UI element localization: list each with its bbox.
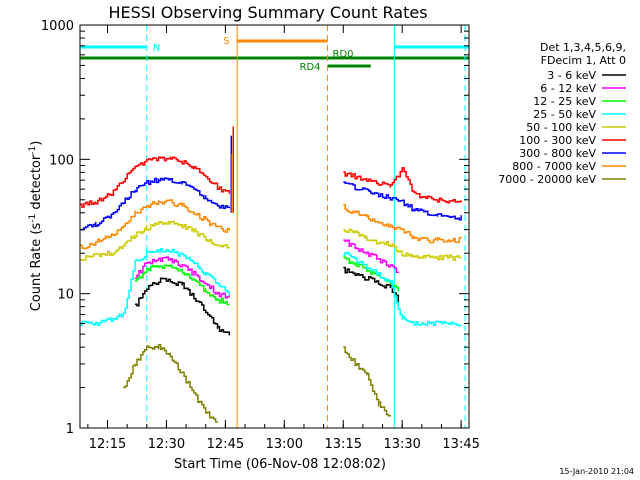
x-axis-label: Start Time (06-Nov-08 12:08:02) — [174, 457, 386, 472]
flag-bars: N S RD0 RD4 — [80, 36, 469, 73]
legend-label-12-25-kev: 12 - 25 keV — [533, 95, 596, 108]
y-axis-ticks: 1 10 100 1000 — [41, 19, 469, 437]
legend-label-3-6-kev: 3 - 6 keV — [547, 69, 596, 82]
series-line-300-800-kev-0 — [80, 177, 231, 231]
series-line-100-300-kev-0 — [80, 156, 231, 208]
chart-title: HESSI Observing Summary Count Rates — [108, 3, 427, 22]
x-tick-label-12-45: 12:45 — [207, 437, 244, 452]
time-markers — [146, 25, 466, 428]
x-tick-label-13-00: 13:00 — [266, 437, 303, 452]
y-tick-label-100: 100 — [49, 153, 74, 168]
series-line-300-800-kev-1 — [343, 181, 462, 221]
legend-label-7000-20000-kev: 7000 - 20000 keV — [498, 173, 596, 186]
series-line-800-7000-kev-0 — [80, 199, 231, 250]
y-tick-label-10: 10 — [57, 288, 74, 303]
data-series — [80, 126, 462, 423]
x-tick-label-13-15: 13:15 — [325, 437, 362, 452]
y-tick-label-1000: 1000 — [41, 19, 74, 34]
series-line-3-6-kev-1 — [343, 266, 400, 302]
x-tick-label-13-30: 13:30 — [383, 437, 420, 452]
series-line-25-50-kev-1 — [343, 251, 462, 327]
series-line-7000-20000-kev-0 — [123, 344, 219, 423]
flag-label-n: N — [153, 43, 160, 54]
series-line-50-100-kev-1 — [343, 228, 462, 261]
flag-label-s: S — [223, 36, 229, 47]
series-line-6-12-kev-1 — [343, 239, 400, 273]
x-axis-ticks: 12:15 12:30 12:45 13:00 13:15 13:30 13:45 — [87, 25, 480, 452]
x-tick-label-12-30: 12:30 — [148, 437, 185, 452]
legend-label-100-300-kev: 100 - 300 keV — [519, 134, 596, 147]
y-axis-label: Count Rate (s-1 detector-1) — [28, 141, 44, 312]
legend: Det 1,3,4,5,6,9, FDecim 1, Att 0 3 - 6 k… — [498, 41, 626, 186]
series-line-12-25-kev-0 — [135, 264, 231, 306]
flag-label-rd0: RD0 — [333, 49, 354, 60]
series-line-6-12-kev-0 — [135, 256, 231, 299]
x-tick-label-13-45: 13:45 — [442, 437, 479, 452]
legend-label-50-100-kev: 50 - 100 keV — [526, 121, 596, 134]
series-line-100-300-kev-1 — [343, 167, 462, 204]
x-tick-label-12-15: 12:15 — [89, 437, 126, 452]
legend-header-line-1: Det 1,3,4,5,6,9, — [540, 41, 626, 54]
flag-label-rd4: RD4 — [300, 62, 321, 73]
legend-header-line-2: FDecim 1, Att 0 — [541, 54, 626, 67]
series-line-25-50-kev-0 — [80, 248, 231, 326]
series-line-7000-20000-kev-1 — [343, 346, 392, 417]
legend-label-25-50-kev: 25 - 50 keV — [533, 108, 596, 121]
date-stamp: 15-Jan-2010 21:04 — [559, 467, 634, 476]
legend-label-800-7000-kev: 800 - 7000 keV — [512, 160, 596, 173]
series-line-800-7000-kev-1 — [343, 204, 462, 244]
legend-label-6-12-kev: 6 - 12 keV — [540, 82, 596, 95]
series-line-50-100-kev-0 — [80, 220, 231, 261]
series-line-3-6-kev-0 — [135, 277, 231, 336]
legend-label-300-800-kev: 300 - 800 keV — [519, 147, 596, 160]
plot-frame — [79, 24, 470, 429]
y-tick-label-1: 1 — [66, 422, 74, 437]
